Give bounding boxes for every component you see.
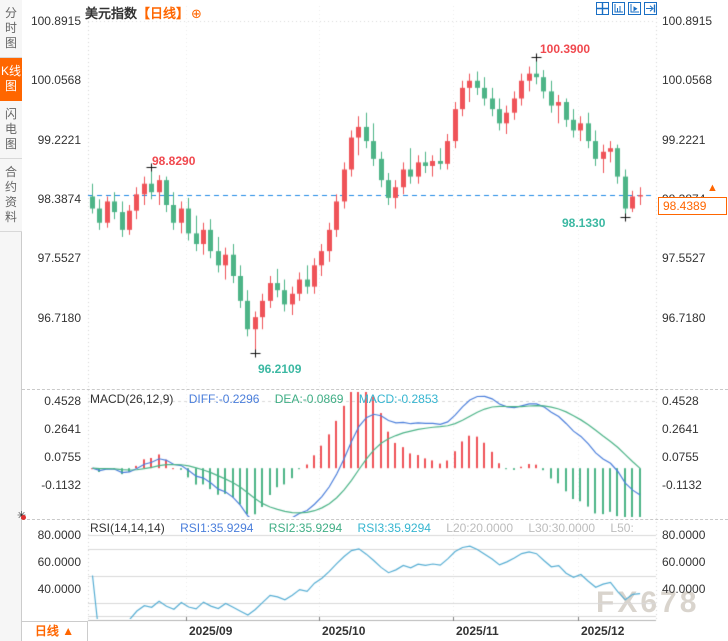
- chart-title: 美元指数【日线】 ⊕: [85, 3, 202, 22]
- red-dot: [21, 515, 26, 520]
- swing-low-label: 98.1330: [562, 216, 606, 230]
- axis-label: 97.5527: [662, 251, 706, 265]
- axis-label: 40.0000: [37, 582, 81, 596]
- sidebar: 分时图 K线图 闪电图 合约资料: [0, 0, 22, 641]
- rsi1-value: RSI1:35.9294: [180, 521, 254, 535]
- x-axis-label: 2025/09: [189, 624, 233, 638]
- rsi-name: RSI(14,14,14): [90, 521, 165, 535]
- instrument-name: 美元指数: [85, 6, 138, 21]
- add-indicator-icon[interactable]: ⊕: [191, 6, 202, 21]
- axis-label: 80.0000: [37, 528, 81, 542]
- diff-value: DIFF:-0.2296: [188, 392, 260, 406]
- axis-label: 0.0755: [44, 450, 81, 464]
- axis-label: 100.0568: [662, 73, 713, 87]
- chart-toolbar: [596, 2, 657, 15]
- period-tab-daily[interactable]: 日线 ▲: [22, 621, 88, 641]
- axis-label: 60.0000: [662, 555, 706, 569]
- axis-label: 98.3874: [37, 192, 81, 206]
- axis-label: 0.2641: [44, 422, 81, 436]
- axis-label: 0.2641: [662, 422, 699, 436]
- rsi-header: RSI(14,14,14) RSI1:35.9294 RSI2:35.9294 …: [90, 521, 646, 535]
- macd-value: MACD:-0.2853: [358, 392, 439, 406]
- axis-label: 80.0000: [662, 528, 706, 542]
- axis-scale-icon[interactable]: [612, 2, 625, 15]
- x-axis-label: 2025/12: [581, 624, 625, 638]
- sidebar-item-contract-info[interactable]: 合约资料: [0, 159, 22, 232]
- caret-up-icon: ▲: [62, 624, 75, 638]
- period-tag: 【日线】: [137, 6, 190, 21]
- sidebar-item-kline[interactable]: K线图: [0, 58, 22, 101]
- x-axis-label: 2025/10: [322, 624, 366, 638]
- price-axis-right: 100.8915 100.0568 99.2221 98.3874 97.552…: [662, 0, 728, 641]
- price-axis-left: 100.8915 100.0568 99.2221 98.3874 97.552…: [22, 0, 84, 641]
- axis-label: 100.8915: [662, 14, 713, 28]
- dea-value: DEA:-0.0869: [274, 392, 344, 406]
- axis-label: 100.8915: [30, 14, 81, 28]
- sidebar-item-lightning[interactable]: 闪电图: [0, 101, 22, 159]
- l30-value: L30:30.0000: [528, 521, 596, 535]
- axis-label: 96.7180: [662, 311, 706, 325]
- x-axis-label: 2025/11: [456, 624, 499, 638]
- macd-name: MACD(26,12,9): [90, 392, 174, 406]
- period-tab-label: 日线: [34, 624, 59, 638]
- panel-divider[interactable]: [22, 519, 728, 520]
- goto-latest-icon[interactable]: [644, 2, 657, 15]
- rsi2-value: RSI2:35.9294: [268, 521, 343, 535]
- axis-label: 60.0000: [37, 555, 81, 569]
- sidebar-item-timeshare[interactable]: 分时图: [0, 0, 22, 58]
- panel-divider[interactable]: [22, 389, 728, 390]
- swing-low-label: 96.2109: [258, 362, 302, 376]
- axis-label: 0.4528: [662, 394, 699, 408]
- axis-label: -0.1132: [662, 478, 702, 492]
- scroll-to-latest-icon[interactable]: ▲: [707, 182, 718, 194]
- axis-label: 96.7180: [37, 311, 81, 325]
- rsi3-value: RSI3:35.9294: [357, 521, 431, 535]
- axis-label: 0.4528: [44, 394, 81, 408]
- l50-value: L50:: [610, 521, 634, 535]
- axis-label: 99.2221: [37, 133, 81, 147]
- crosshair-icon[interactable]: [596, 2, 609, 15]
- swing-high-label: 98.8290: [152, 154, 196, 168]
- axis-label: 40.0000: [662, 582, 706, 596]
- axis-label: 99.2221: [662, 133, 706, 147]
- axis-label: 100.0568: [30, 73, 81, 87]
- swing-high-label: 100.3900: [540, 42, 591, 56]
- current-price-box: 98.4389: [658, 197, 727, 215]
- axis-label: 97.5527: [37, 251, 81, 265]
- macd-header: MACD(26,12,9) DIFF:-0.2296 DEA:-0.0869 M…: [90, 392, 646, 406]
- axis-label: -0.1132: [41, 478, 81, 492]
- l20-value: L20:20.0000: [446, 521, 513, 535]
- axis-indicator-icon[interactable]: [628, 2, 641, 15]
- axis-label: 0.0755: [662, 450, 699, 464]
- indicator-marker-icon[interactable]: ✳: [17, 510, 30, 524]
